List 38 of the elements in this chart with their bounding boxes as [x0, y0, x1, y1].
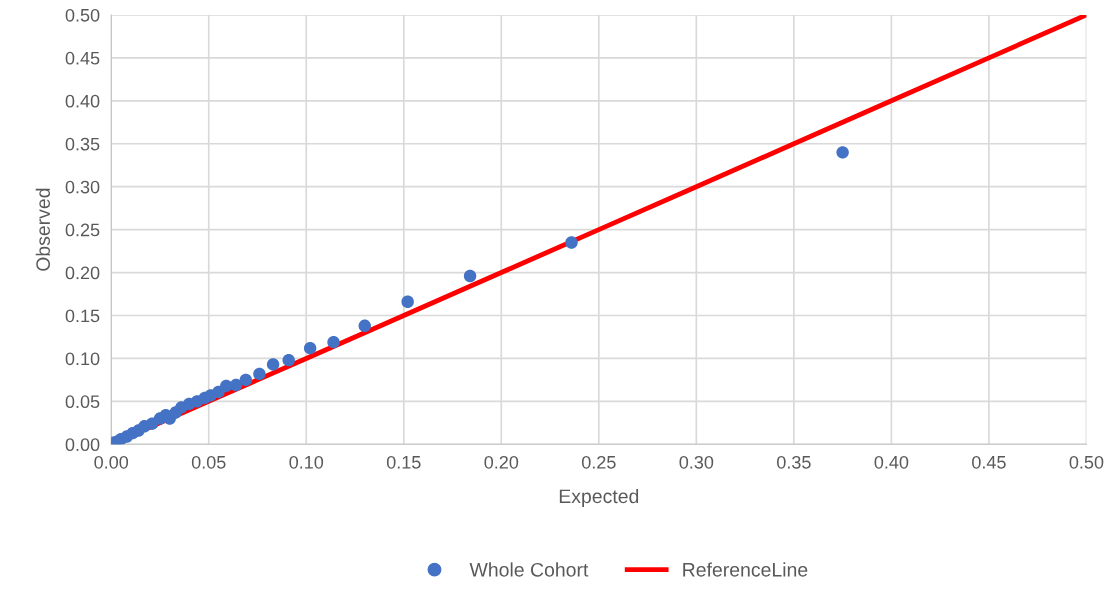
point	[303, 341, 317, 355]
y-tick-label: 0.40	[65, 94, 100, 108]
x-tick-label: 0.40	[874, 455, 909, 469]
legend-label: ReferenceLine	[683, 562, 808, 577]
point	[401, 295, 414, 308]
x-axis-title: Expected	[559, 488, 639, 508]
y-tick-label: 0.35	[65, 137, 100, 151]
y-tick-label: 0.50	[65, 8, 100, 22]
point	[253, 367, 266, 381]
y-tick-label: 0.45	[65, 51, 100, 65]
y-tick-label: 0.10	[65, 352, 100, 366]
point	[229, 378, 243, 392]
x-tick-label: 0.05	[191, 455, 226, 469]
x-tick-label: 0.00	[94, 455, 129, 469]
x-tick-label: 0.25	[581, 455, 616, 469]
y-tick-label: 0.00	[65, 438, 100, 452]
point	[327, 335, 340, 349]
point	[836, 146, 849, 159]
x-tick-label: 0.10	[289, 455, 324, 469]
point	[565, 236, 578, 249]
y-tick-label: 0.30	[65, 180, 100, 194]
point	[282, 353, 295, 367]
x-tick-label: 0.45	[972, 455, 1006, 469]
x-tick-label: 0.20	[484, 455, 519, 469]
x-tick-label: 0.50	[1069, 455, 1104, 469]
point	[463, 269, 477, 283]
y-tick-label: 0.25	[65, 223, 100, 237]
x-tick-label: 0.35	[776, 455, 811, 469]
x-tick-label: 0.15	[386, 455, 421, 469]
legend-label: Whole Cohort	[469, 562, 589, 577]
y-tick-label: 0.05	[65, 395, 100, 409]
y-axis-title: Observed	[35, 188, 50, 271]
y-tick-label: 0.20	[65, 266, 100, 280]
point	[358, 319, 371, 333]
x-tick-label: 0.30	[679, 455, 714, 469]
point	[266, 358, 280, 371]
point	[239, 373, 252, 387]
y-tick-label: 0.15	[65, 309, 100, 323]
